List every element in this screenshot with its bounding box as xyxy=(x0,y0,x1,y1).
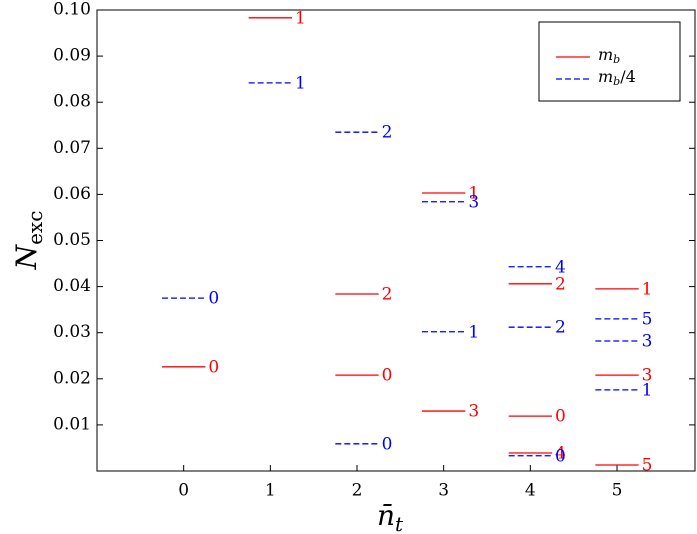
level-label: 3 xyxy=(642,331,653,351)
level-label: 1 xyxy=(642,380,653,400)
legend-label-base: m xyxy=(598,45,613,64)
level-label: 2 xyxy=(555,318,566,338)
level-label: 0 xyxy=(382,366,393,386)
level-label: 0 xyxy=(555,446,566,466)
level-label: 2 xyxy=(555,274,566,294)
legend-label-sub: b xyxy=(613,53,620,66)
level-label: 2 xyxy=(382,123,393,143)
y-tick-label: 0.06 xyxy=(53,184,91,204)
y-tick-label: 0.05 xyxy=(53,230,91,250)
level-label: 4 xyxy=(555,444,566,464)
y-tick-label: 0.01 xyxy=(53,414,91,434)
level-label: 0 xyxy=(208,289,219,309)
y-axis-label: Nexc xyxy=(10,211,47,271)
level-label: 5 xyxy=(642,456,653,476)
y-tick-label: 0.02 xyxy=(53,368,91,388)
level-label: 0 xyxy=(555,407,566,427)
level-label: 3 xyxy=(468,402,479,422)
y-tick-label: 0.08 xyxy=(53,92,91,112)
x-tick-label: 1 xyxy=(265,481,276,501)
legend-label: mb xyxy=(598,45,620,67)
level-label: 5 xyxy=(642,309,653,329)
y-tick-label: 0.04 xyxy=(53,276,91,296)
level-label: 0 xyxy=(208,357,219,377)
level-label: 4 xyxy=(555,257,566,277)
x-label-base: n̄ xyxy=(377,499,395,532)
level-label: 1 xyxy=(642,279,653,299)
legend-label-sub: b xyxy=(613,75,620,88)
x-tick-label: 5 xyxy=(612,481,623,501)
level-label: 3 xyxy=(642,366,653,386)
level-label: 1 xyxy=(468,184,479,204)
legend-label: mb/4 xyxy=(598,67,636,89)
x-axis-label: n̄t xyxy=(377,499,404,534)
legend-label-rest: /4 xyxy=(620,67,636,86)
y-tick-label: 0.07 xyxy=(53,138,91,158)
y-label-sub: exc xyxy=(23,211,47,245)
level-label: 3 xyxy=(468,192,479,212)
level-label: 0 xyxy=(382,434,393,454)
y-label-base: N xyxy=(10,243,43,270)
y-tick-label: 0.09 xyxy=(53,46,91,66)
x-tick-label: 2 xyxy=(352,481,363,501)
legend-box xyxy=(538,21,681,102)
y-tick-label: 0.10 xyxy=(53,0,91,20)
level-label: 1 xyxy=(295,73,306,93)
x-tick-label: 0 xyxy=(178,481,189,501)
level-label: 1 xyxy=(295,8,306,28)
x-tick-label: 4 xyxy=(525,481,536,501)
x-tick-label: 3 xyxy=(438,481,449,501)
legend-label-base: m xyxy=(598,67,613,86)
x-label-sub: t xyxy=(395,512,404,534)
y-tick-label: 0.03 xyxy=(53,322,91,342)
level-label: 2 xyxy=(382,284,393,304)
level-label: 1 xyxy=(468,322,479,342)
